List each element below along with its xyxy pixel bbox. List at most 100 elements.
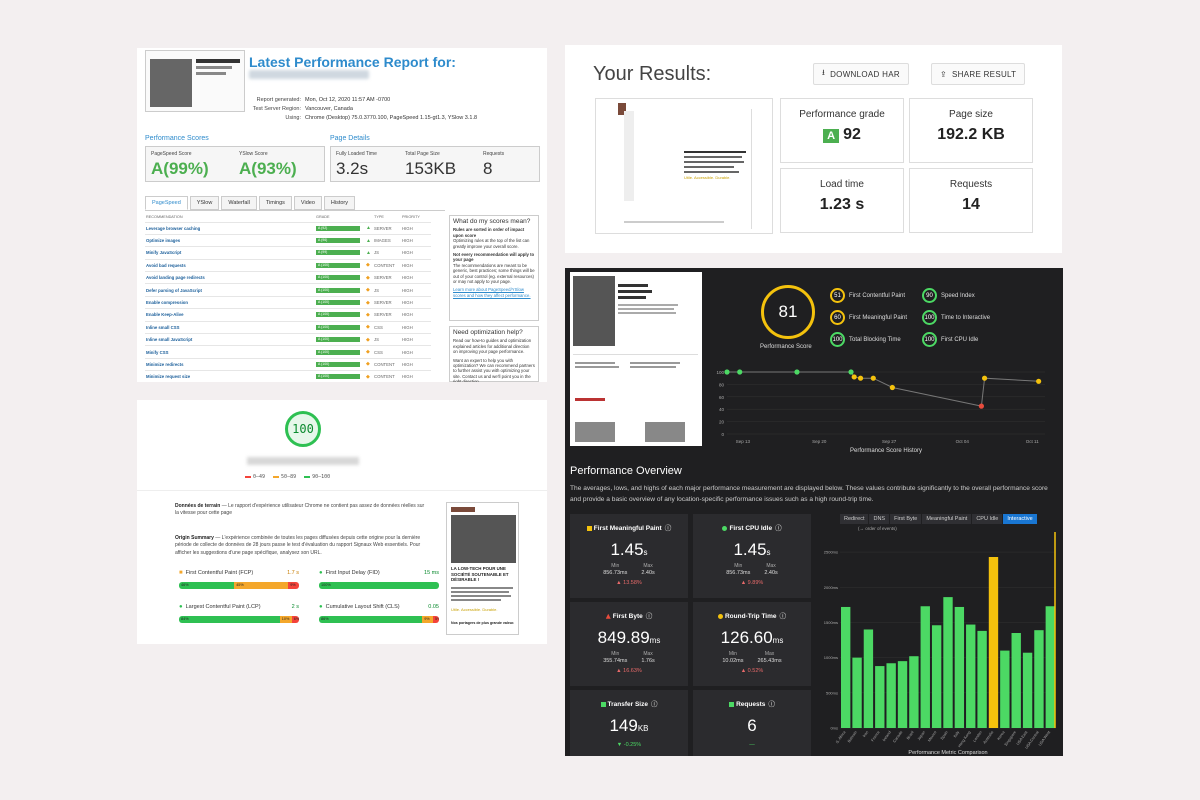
download-har-button[interactable]: ⭳ DOWNLOAD HAR xyxy=(813,63,909,85)
history-point xyxy=(889,384,895,391)
column-header: GRADE xyxy=(315,213,373,223)
pagespeed-value: (99%) xyxy=(163,159,209,178)
meta-key: Report generated: xyxy=(256,97,301,103)
x-tick-label: Bahrain xyxy=(847,730,858,743)
load-time-label: Load time xyxy=(820,179,864,190)
diamond-icon: ◆ xyxy=(366,274,370,281)
tab-dns[interactable]: DNS xyxy=(869,514,890,524)
tab-video[interactable]: Video xyxy=(293,196,322,210)
info-icon[interactable]: ⓘ xyxy=(664,525,672,532)
max-label: Max xyxy=(764,651,775,657)
recommendation-name[interactable]: Minimize redirects xyxy=(145,358,315,372)
scores-heading: Performance Scores xyxy=(145,135,209,142)
info-icon[interactable]: ⓘ xyxy=(779,613,787,620)
y-tick-label: 40 xyxy=(719,407,725,412)
recommendation-name[interactable]: Minify CSS xyxy=(145,345,315,359)
tab-redirect[interactable]: Redirect xyxy=(840,514,869,524)
table-row[interactable]: Enable compression A (100) ◆ SERVER HIGH xyxy=(145,296,431,310)
tab-pagespeed[interactable]: PageSpeed xyxy=(145,196,188,210)
table-row[interactable]: Optimize images A (96) ▲ IMAGES HIGH xyxy=(145,234,431,248)
recommendation-name[interactable]: Defer parsing of JavaScript xyxy=(145,283,315,297)
table-row[interactable]: Minify CSS A (100) ◆ CSS HIGH xyxy=(145,345,431,359)
recommendation-name[interactable]: Avoid bad requests xyxy=(145,259,315,273)
performance-grade-label: Performance grade xyxy=(799,109,885,120)
recommendation-name[interactable]: Minify JavaScript xyxy=(145,246,315,260)
requests-label: Requests xyxy=(483,151,505,157)
gtmetrix-report-panel: Latest Performance Report for: Report ge… xyxy=(137,48,547,382)
tab-interactive[interactable]: Interactive xyxy=(1003,514,1037,524)
y-tick-label: 500ms xyxy=(826,690,838,695)
recommendation-name[interactable]: Inline small JavaScript xyxy=(145,333,315,347)
table-row[interactable]: Inline small JavaScript A (100) ◆ JS HIGH xyxy=(145,333,431,347)
optimization-help-box: Need optimization help? Read our how-to … xyxy=(449,326,539,382)
table-row[interactable]: Minify JavaScript A (99) ▲ JS HIGH xyxy=(145,246,431,260)
tab-meaningful-paint[interactable]: Meaningful Paint xyxy=(922,514,972,524)
scores-help-box: What do my scores mean? Rules are sorted… xyxy=(449,215,539,321)
table-row[interactable]: Avoid bad requests A (100) ◆ CONTENT HIGH xyxy=(145,259,431,273)
recommendation-name[interactable]: Enable compression xyxy=(145,296,315,310)
tab-cpu-idle[interactable]: CPU Idle xyxy=(972,514,1003,524)
metric-card: Requests ⓘ 6 — xyxy=(693,690,811,756)
x-tick-label: Sep 20 xyxy=(812,439,827,444)
metric-value: 0.05 xyxy=(428,604,439,610)
distribution-segment: 9% xyxy=(288,582,299,589)
min-value: 355.74ms xyxy=(603,658,628,664)
change-indicator: ▲ 0.52% xyxy=(740,668,764,674)
lighthouse-panel: 100 0–49 50–89 90–100 Données de terrain… xyxy=(137,400,547,644)
distribution-bar: 86%9%5% xyxy=(319,616,439,623)
overview-title: Performance Overview xyxy=(570,465,682,477)
share-result-label: SHARE RESULT xyxy=(952,69,1017,79)
recommendation-name[interactable]: Optimize images xyxy=(145,234,315,248)
metric-cls: ● Cumulative Layout Shift (CLS) 0.05 86% 9% 5… xyxy=(319,604,439,623)
recommendation-name[interactable]: Enable Keep-Alive xyxy=(145,308,315,322)
table-row[interactable]: Minimize redirects A (100) ◆ CONTENT HIGH xyxy=(145,358,431,372)
tab-yslow[interactable]: YSlow xyxy=(189,196,220,210)
table-row[interactable]: Defer parsing of JavaScript A (100) ◆ JS HIG… xyxy=(145,283,431,297)
lighthouse-url-blurred xyxy=(247,457,359,465)
bar-australia xyxy=(988,557,999,728)
column-header: TYPE xyxy=(373,213,401,223)
grade-cell: A (99) ▲ xyxy=(315,246,373,260)
shot-tagline: Utile. Accessible. Durable. xyxy=(684,175,731,180)
metric-score-item: 100 Total Blocking Time xyxy=(830,332,901,347)
y-tick-label: 0ms xyxy=(830,726,838,731)
table-row[interactable]: Enable Keep-Alive A (100) ◆ SERVER HIGH xyxy=(145,308,431,322)
recommendation-name[interactable]: Avoid landing page redirects xyxy=(145,271,315,285)
bar-italy xyxy=(954,606,965,728)
max-value: 2.40s xyxy=(764,570,778,576)
table-row[interactable]: Leverage browser caching A (92) ▲ SERVER HIG… xyxy=(145,222,431,235)
tab-timings[interactable]: Timings xyxy=(258,196,292,210)
metric-value: 1.7 s xyxy=(287,570,299,576)
table-row[interactable]: Minimize request size A (100) ◆ CONTENT HIGH xyxy=(145,370,431,382)
info-icon[interactable]: ⓘ xyxy=(768,701,775,708)
max-label: Max xyxy=(643,651,653,657)
metric-score-item: 100 Time to Interactive xyxy=(922,310,990,325)
history-point xyxy=(857,375,864,381)
info-icon[interactable]: ⓘ xyxy=(650,701,658,708)
max-value: 2.40s xyxy=(641,570,655,576)
priority-cell: HIGH xyxy=(401,321,431,335)
requests-value: 14 xyxy=(962,196,980,213)
phone-footer: Nos portagers de plus grande valeur. xyxy=(451,621,515,625)
tab-history[interactable]: History xyxy=(323,196,355,210)
load-time-card: Load time 1.23 s xyxy=(780,168,904,233)
recommendation-name[interactable]: Inline small CSS xyxy=(145,321,315,335)
tab-waterfall[interactable]: Waterfall xyxy=(221,196,257,210)
recommendation-name[interactable]: Leverage browser caching xyxy=(145,222,315,235)
share-result-button[interactable]: ⇪ SHARE RESULT xyxy=(931,63,1026,85)
scores-help-link[interactable]: Learn more about PageSpeed/YSlow scores … xyxy=(453,287,531,298)
x-tick-label: Canada xyxy=(892,730,903,744)
share-icon: ⇪ xyxy=(940,69,948,79)
x-tick-label: Iran xyxy=(862,730,869,738)
grade-bar: A (100) xyxy=(316,312,360,318)
grade-bar: A (100) xyxy=(316,374,360,380)
info-icon[interactable]: ⓘ xyxy=(645,613,653,620)
tab-first-byte[interactable]: First Byte xyxy=(890,514,922,524)
yslow-value: (93%) xyxy=(251,159,297,178)
y-tick-label: 60 xyxy=(719,395,725,400)
table-row[interactable]: Inline small CSS A (100) ◆ CSS HIGH xyxy=(145,321,431,335)
recommendation-name[interactable]: Minimize request size xyxy=(145,370,315,382)
table-row[interactable]: Avoid landing page redirects A (100) ◆ SERV… xyxy=(145,271,431,285)
metric-score-item: 51 First Contentful Paint xyxy=(830,288,905,303)
info-icon[interactable]: ⓘ xyxy=(775,525,782,532)
